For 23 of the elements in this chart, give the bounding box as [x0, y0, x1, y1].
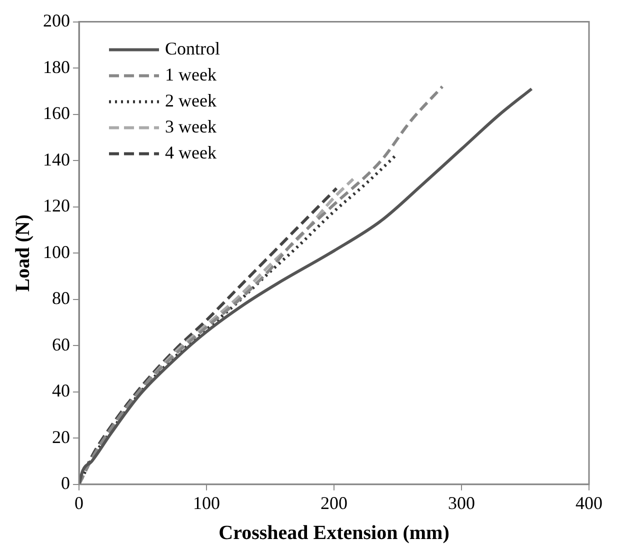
y-axis-title: Load (N) — [12, 214, 34, 292]
x-tick-label: 200 — [320, 492, 348, 513]
x-tick-label: 300 — [448, 492, 475, 513]
y-tick-label: 200 — [43, 10, 70, 31]
legend-label: Control — [165, 38, 220, 59]
legend-label: 3 week — [165, 116, 216, 137]
x-tick-label: 0 — [74, 492, 84, 513]
y-tick-label: 160 — [43, 103, 70, 124]
y-tick-label: 80 — [52, 288, 70, 308]
y-tick-label: 180 — [43, 56, 70, 77]
x-tick-label: 400 — [576, 492, 602, 513]
x-axis-title: Crosshead Extension (mm) — [218, 522, 450, 544]
legend-label: 4 week — [165, 142, 216, 163]
y-tick-label: 140 — [43, 149, 70, 170]
y-tick-label: 60 — [52, 334, 70, 354]
y-tick-label: 40 — [52, 380, 70, 401]
y-tick-label: 20 — [52, 426, 70, 447]
y-tick-label: 100 — [43, 242, 70, 262]
y-tick-label: 120 — [43, 196, 70, 216]
x-tick-label: 100 — [193, 492, 220, 513]
y-tick-label: 0 — [61, 473, 70, 494]
legend-label: 2 week — [165, 90, 216, 111]
legend-label: 1 week — [165, 64, 216, 85]
